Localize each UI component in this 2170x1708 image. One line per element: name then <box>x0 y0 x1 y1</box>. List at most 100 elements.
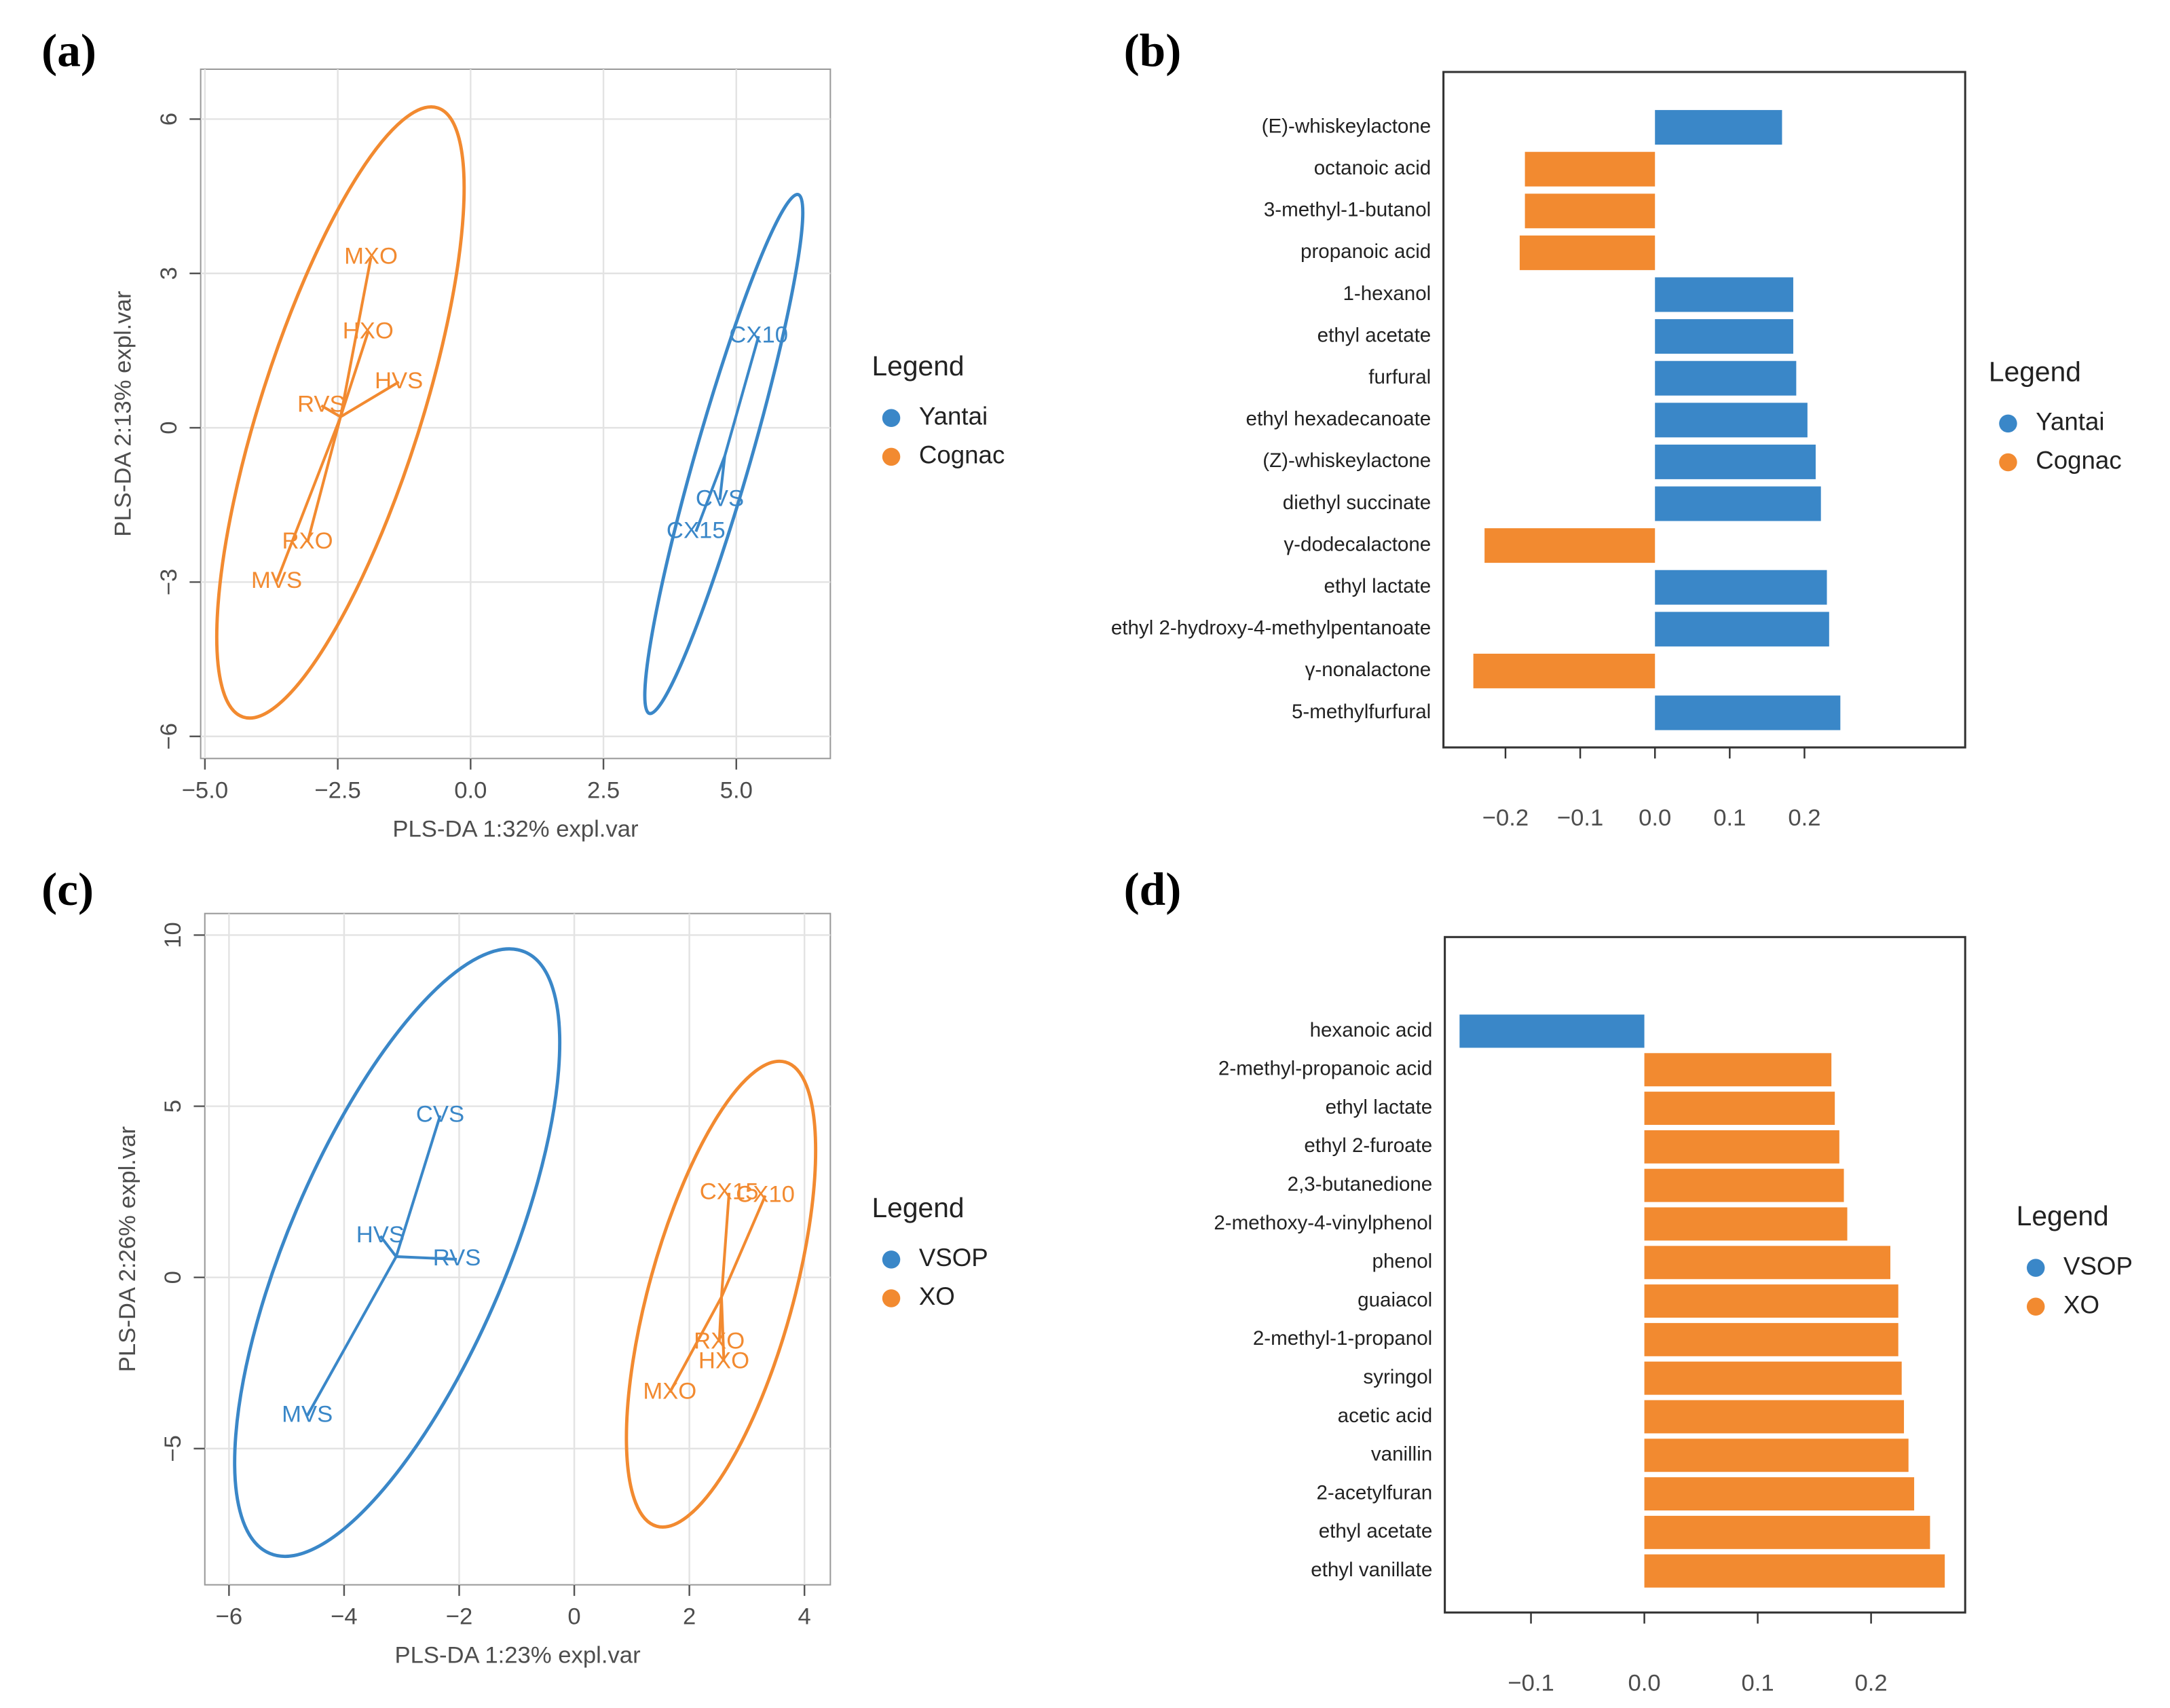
centroid-line <box>339 331 370 417</box>
centroid-line <box>394 1115 442 1257</box>
point-label: RXO <box>282 528 333 554</box>
category-label: 2-methyl-1-propanol <box>1253 1327 1432 1350</box>
bar <box>1644 1400 1905 1434</box>
centroid-line <box>379 1235 398 1258</box>
category-label: acetic acid <box>1338 1405 1433 1427</box>
centroid-line <box>305 1256 398 1417</box>
point-label: MVS <box>251 568 302 593</box>
point-label: MXO <box>643 1378 696 1404</box>
centroid-line <box>719 1193 731 1297</box>
legend-label: Cognac <box>919 441 1005 469</box>
category-label: 2,3-butanedione <box>1288 1173 1433 1195</box>
bar <box>1644 1554 1945 1588</box>
x-tick-label: −0.1 <box>1557 805 1603 831</box>
bar <box>1644 1361 1902 1395</box>
bar <box>1644 1092 1835 1126</box>
point-label: HXO <box>343 318 394 344</box>
point-label: MXO <box>344 243 398 269</box>
category-label: ethyl acetate <box>1317 324 1432 346</box>
category-label: 3-methyl-1-butanol <box>1264 199 1431 221</box>
legend-marker <box>2026 1259 2045 1277</box>
bar <box>1644 1130 1839 1164</box>
y-tick-label: −5 <box>160 1435 186 1462</box>
y-tick-label: 10 <box>160 922 186 948</box>
panel-label: (d) <box>1124 863 1182 915</box>
point-label: CX15 <box>700 1178 759 1204</box>
bar <box>1655 612 1829 647</box>
legend-label: VSOP <box>919 1244 988 1271</box>
x-tick-label: 2 <box>683 1604 696 1630</box>
y-tick-label: 3 <box>156 267 182 280</box>
point-label: RXO <box>694 1329 745 1354</box>
bar <box>1459 1014 1645 1048</box>
x-tick-label: 5.0 <box>720 777 753 803</box>
x-tick-label: −5.0 <box>182 777 228 803</box>
bar <box>1655 110 1782 145</box>
y-axis-label: PLS-DA 2:26% expl.var <box>115 1126 141 1372</box>
bar <box>1644 1515 1930 1549</box>
x-tick-label: 0.2 <box>1855 1670 1888 1696</box>
bar <box>1484 528 1655 563</box>
category-label: ethyl hexadecanoate <box>1246 408 1432 430</box>
category-label: γ-nonalactone <box>1305 658 1432 681</box>
bar <box>1519 235 1655 270</box>
centroid-line <box>306 416 342 543</box>
centroid-line <box>669 1296 723 1394</box>
panel-label: (a) <box>41 24 96 76</box>
confidence-ellipse <box>643 192 805 716</box>
bar <box>1655 695 1841 730</box>
legend-marker <box>1999 453 2017 472</box>
x-tick-label: −4 <box>331 1604 358 1630</box>
category-label: 2-methyl-propanoic acid <box>1218 1058 1432 1080</box>
bar <box>1644 1207 1848 1241</box>
legend-label: Yantai <box>919 402 988 430</box>
bar <box>1644 1438 1909 1472</box>
centroid-line <box>718 456 726 500</box>
x-tick-label: −0.2 <box>1482 805 1529 831</box>
category-label: propanoic acid <box>1301 240 1431 263</box>
point-label: HVS <box>356 1222 405 1248</box>
legend-label: XO <box>919 1282 955 1310</box>
panel-label: (c) <box>41 863 94 915</box>
point-label: CX10 <box>736 1181 795 1207</box>
x-tick-label: −2 <box>446 1604 473 1630</box>
category-label: 2-methoxy-4-vinylphenol <box>1214 1212 1432 1234</box>
bar <box>1644 1477 1915 1511</box>
bar <box>1655 444 1816 479</box>
x-tick-label: 0 <box>567 1604 580 1630</box>
x-tick-label: −6 <box>216 1604 243 1630</box>
x-tick-label: −2.5 <box>314 777 360 803</box>
legend-title: Legend <box>2017 1200 2109 1231</box>
centroid-line <box>275 416 342 582</box>
category-label: guaiacol <box>1358 1288 1432 1311</box>
bar <box>1655 486 1821 521</box>
bar <box>1644 1246 1891 1280</box>
bar <box>1644 1168 1844 1202</box>
y-tick-label: 5 <box>160 1100 186 1113</box>
category-label: (Z)-whiskeylactone <box>1262 449 1431 472</box>
panel-label: (b) <box>1124 24 1182 76</box>
category-label: 5-methylfurfural <box>1292 701 1431 723</box>
centroid-line <box>339 257 373 417</box>
category-label: hexanoic acid <box>1310 1019 1433 1041</box>
legend-marker <box>2026 1297 2045 1316</box>
bar <box>1655 570 1827 605</box>
confidence-ellipse <box>624 1059 818 1529</box>
plot-frame <box>1444 935 1966 1614</box>
category-label: vanillin <box>1371 1443 1432 1466</box>
y-tick-label: −6 <box>156 723 182 750</box>
x-axis-label: PLS-DA 1:23% expl.var <box>394 1643 640 1669</box>
bar <box>1644 1322 1898 1356</box>
point-label: HXO <box>698 1348 749 1373</box>
legend-label: XO <box>2063 1291 2099 1318</box>
category-label: syringol <box>1363 1366 1432 1388</box>
legend-label: VSOP <box>2063 1252 2133 1280</box>
legend-title: Legend <box>872 1192 965 1223</box>
x-tick-label: 0.0 <box>1628 1670 1660 1696</box>
plot-background <box>200 68 831 760</box>
category-label: ethyl lactate <box>1324 575 1432 597</box>
y-axis-label: PLS-DA 2:13% expl.var <box>111 291 136 537</box>
bar <box>1644 1284 1898 1318</box>
category-label: γ-dodecalactone <box>1284 533 1431 555</box>
